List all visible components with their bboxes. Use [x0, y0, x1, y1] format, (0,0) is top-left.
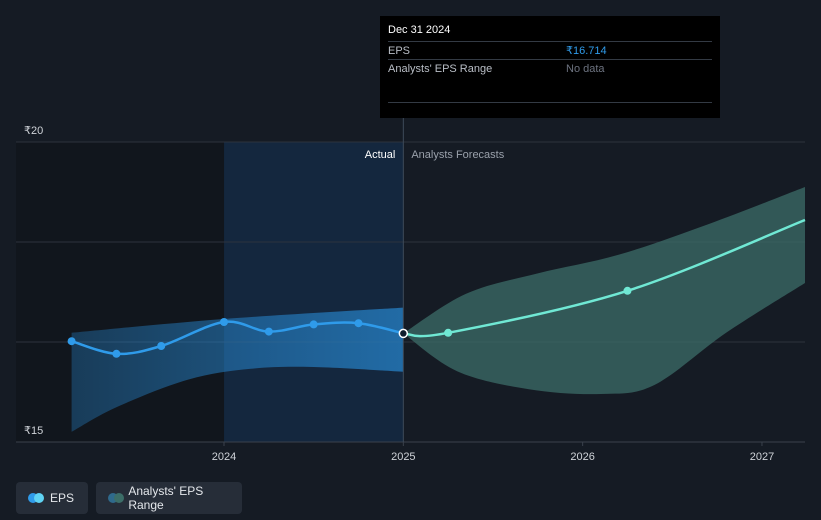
x-tick-label: 2024 [212, 451, 236, 463]
actual-region-shade [224, 142, 404, 442]
actual-label: Actual [365, 149, 396, 161]
y-tick-label: ₹20 [24, 125, 43, 137]
eps-point-actual [157, 342, 166, 350]
tooltip-value-range: No data [566, 62, 605, 75]
legend-item-range[interactable]: Analysts' EPS Range [96, 482, 242, 514]
eps-point-forecast [444, 328, 453, 337]
legend-eps-dot-a [28, 493, 38, 503]
forecast-label: Analysts Forecasts [411, 149, 504, 161]
eps-chart: ₹20 ₹15 2024 2025 2026 2027 Actual Analysts For… [16, 118, 806, 463]
eps-point-actual [112, 349, 121, 358]
eps-point-forecast [623, 286, 632, 295]
tooltip-date: Dec 31 2024 [388, 24, 451, 36]
eps-point-actual [67, 337, 76, 346]
legend-range-label: Analysts' EPS Range [128, 484, 204, 512]
eps-line-forecast [403, 218, 806, 338]
x-tick-label: 2027 [750, 451, 774, 463]
eps-point-actual [354, 319, 363, 328]
legend-item-eps[interactable]: EPS [16, 482, 88, 514]
legend: EPS Analysts' EPS Range [16, 482, 242, 514]
tooltip-row-eps: EPS ₹16.714 [388, 41, 712, 59]
tooltip-value-eps: ₹16.714 [566, 45, 607, 57]
x-tick-label: 2026 [570, 451, 594, 463]
eps-range-band-forecast [403, 187, 805, 395]
legend-range-dot-b [114, 493, 124, 503]
tooltip: Dec 31 2024 EPS ₹16.714 Analysts' EPS Ra… [380, 16, 720, 118]
y-tick-label: ₹15 [24, 425, 43, 437]
eps-point-actual [220, 318, 229, 326]
tooltip-divider [388, 102, 712, 103]
tooltip-label-range: Analysts' EPS Range [388, 62, 493, 75]
legend-eps-label: EPS [50, 491, 75, 505]
eps-point-actual [309, 320, 318, 329]
legend-eps-dot-b [34, 493, 44, 503]
x-tick-label: 2025 [391, 451, 415, 463]
tooltip-row-range: Analysts' EPS Range No data [388, 59, 712, 77]
eps-point-actual [264, 327, 273, 336]
legend-range-dot-a [108, 493, 118, 503]
eps-line-actual [71, 320, 404, 356]
tooltip-label-eps: EPS [388, 44, 411, 57]
eps-range-band-actual [71, 307, 404, 432]
legend-eps-icon [28, 493, 44, 503]
eps-point-highlight [398, 328, 409, 339]
legend-range-icon [108, 493, 124, 503]
